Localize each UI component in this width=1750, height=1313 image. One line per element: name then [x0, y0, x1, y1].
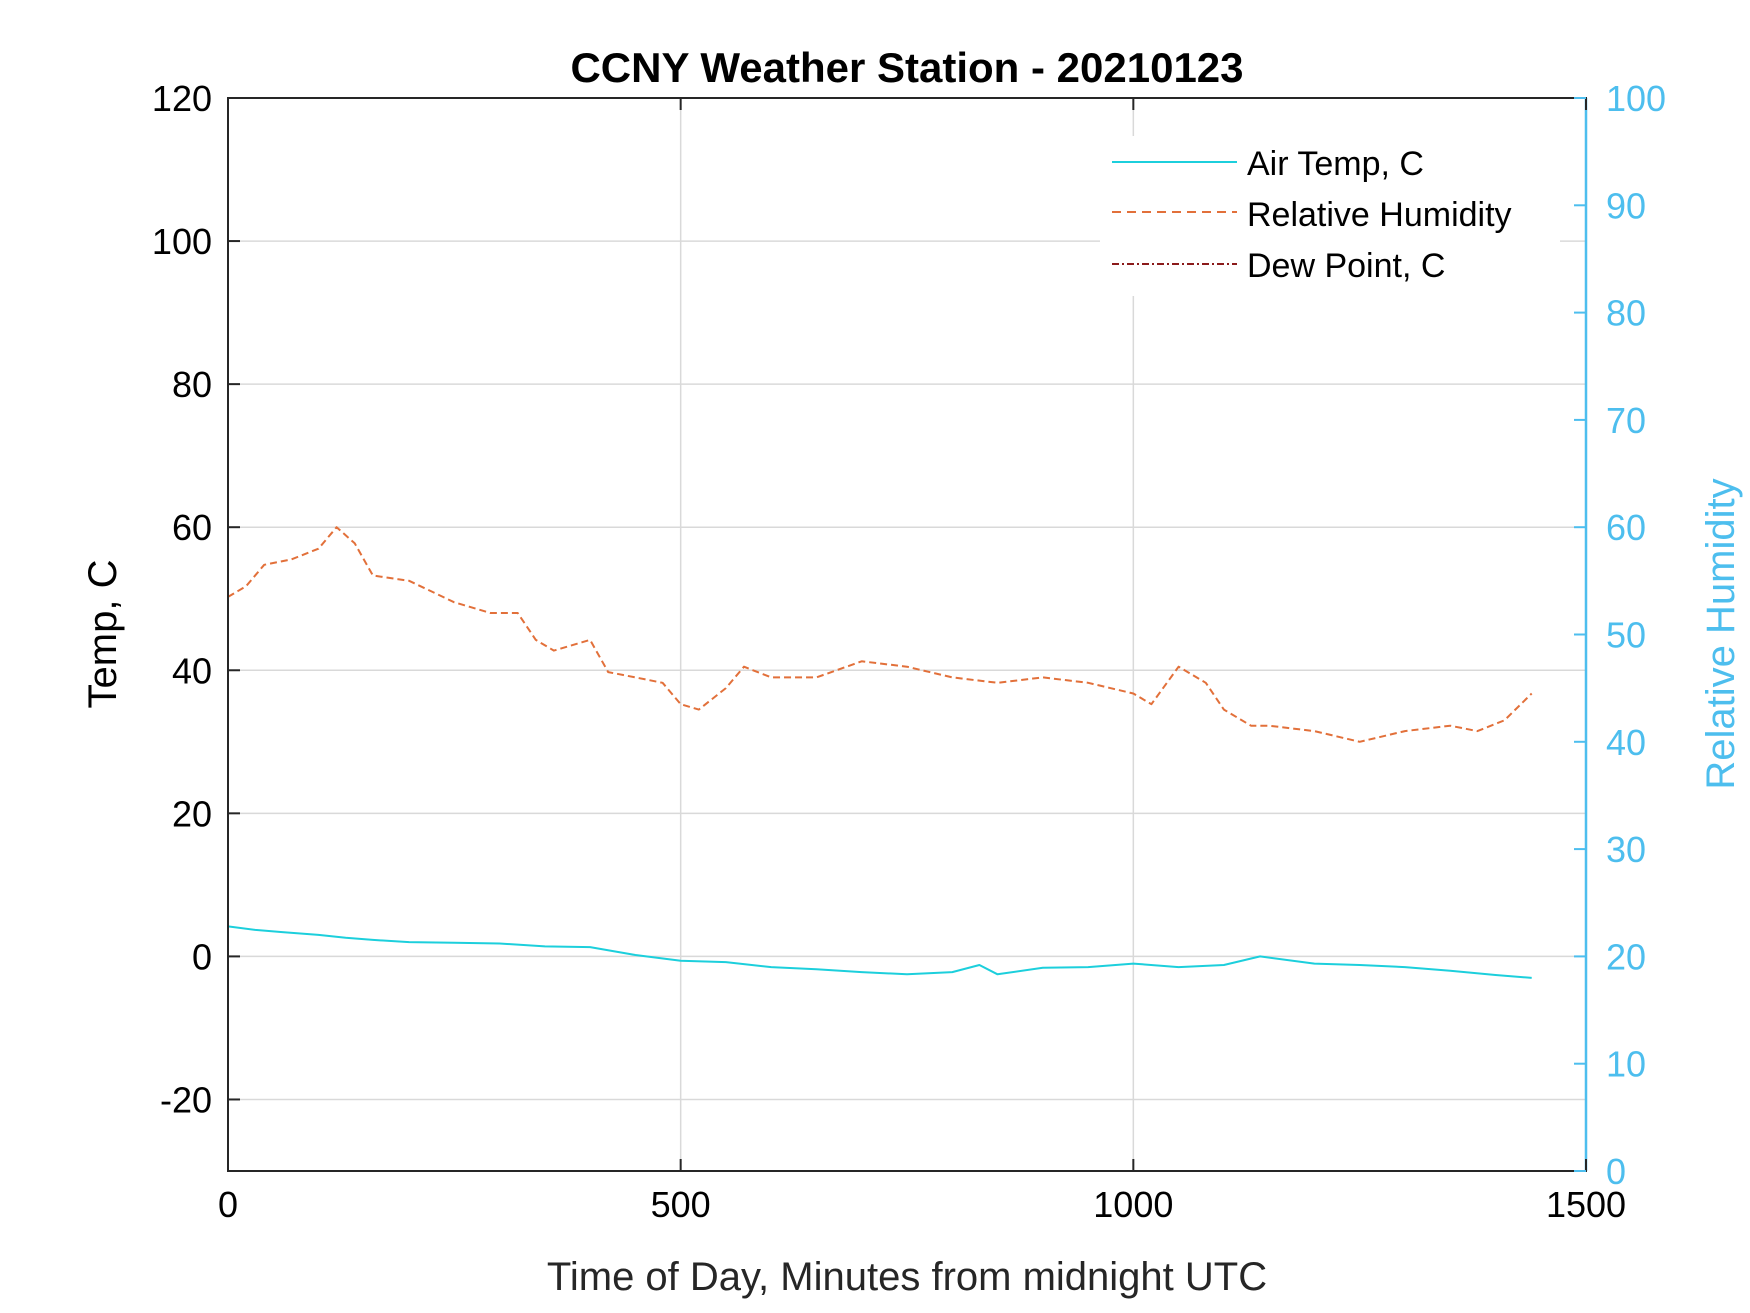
x-tick-label: 1000 [1093, 1184, 1173, 1225]
y-left-tick-label: -20 [160, 1079, 212, 1120]
series-line-air-temp [227, 925, 1532, 979]
y-right-tick-label: 0 [1606, 1151, 1626, 1192]
legend: Air Temp, C Relative Humidity Dew Point,… [1100, 136, 1560, 296]
y-right-tick-label: 100 [1606, 78, 1666, 119]
legend-label-dew-point: Dew Point, C [1247, 247, 1445, 285]
y-right-tick-label: 70 [1606, 400, 1646, 441]
y-axis-label-left: Temp, C [81, 560, 125, 709]
y-right-tick-label: 20 [1606, 936, 1646, 977]
y-left-tick-label: 80 [172, 364, 212, 405]
y-right-tick-label: 30 [1606, 829, 1646, 870]
x-tick-label: 0 [218, 1184, 238, 1225]
axes-layer: 0 500 1000 1500 -20 0 20 40 60 80 100 120 0 10 20 30 40 5… [152, 78, 1666, 1225]
y-left-tick-label: 20 [172, 793, 212, 834]
y-right-tick-label: 90 [1606, 185, 1646, 226]
x-tick-label: 1500 [1546, 1184, 1626, 1225]
y-right-tick-label: 50 [1606, 615, 1646, 656]
y-left-tick-label: 40 [172, 650, 212, 691]
series-layer [227, 526, 1533, 979]
y-left-tick-label: 120 [152, 78, 212, 119]
x-tick-label: 500 [651, 1184, 711, 1225]
y-left-tick-label: 100 [152, 221, 212, 262]
chart-title: CCNY Weather Station - 20210123 [570, 44, 1243, 91]
y-left-tick-label: 0 [192, 936, 212, 977]
y-right-tick-label: 80 [1606, 293, 1646, 334]
x-axis-label: Time of Day, Minutes from midnight UTC [547, 1255, 1267, 1299]
y-left-tick-label: 60 [172, 507, 212, 548]
y-right-tick-label: 10 [1606, 1044, 1646, 1085]
grid-lines [228, 98, 1586, 1171]
y-axis-label-right: Relative Humidity [1699, 478, 1743, 789]
series-line-relative-humidity [227, 526, 1533, 743]
y-right-tick-label: 40 [1606, 722, 1646, 763]
legend-label-relative-humidity: Relative Humidity [1247, 196, 1512, 234]
legend-label-air-temp: Air Temp, C [1247, 145, 1424, 183]
y-right-tick-label: 60 [1606, 507, 1646, 548]
